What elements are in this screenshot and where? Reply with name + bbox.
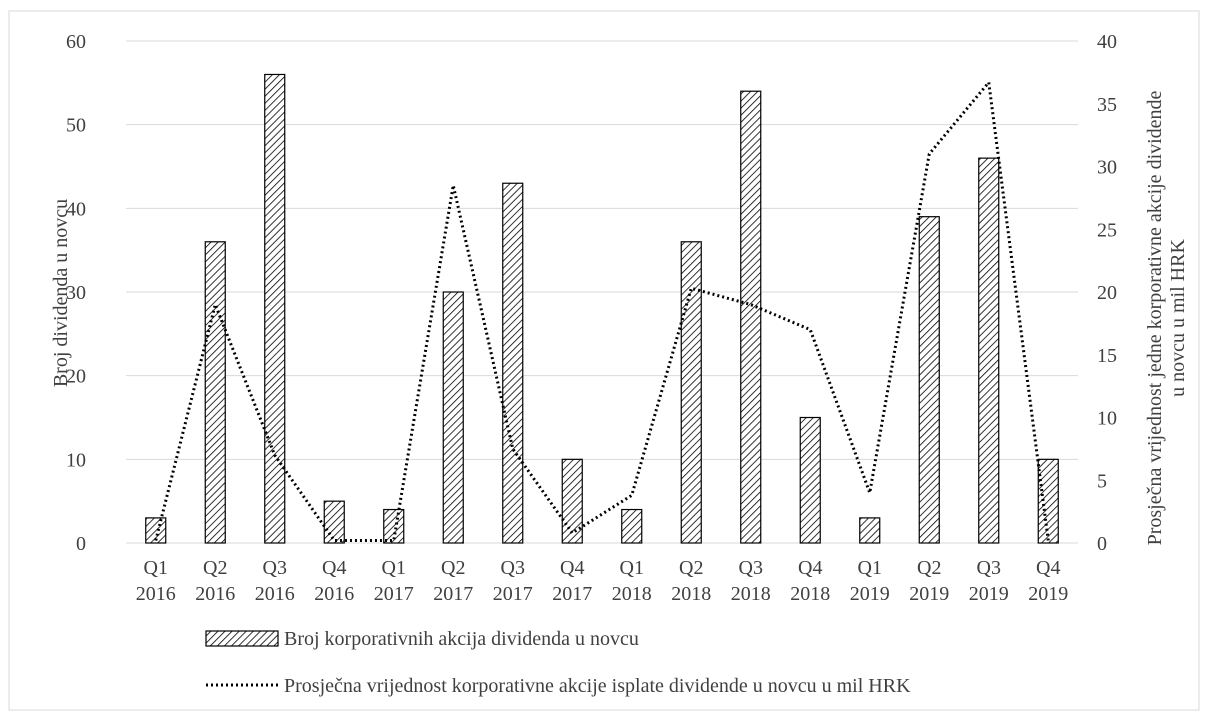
x-tick-label-year: 2017 (433, 583, 473, 605)
bar (860, 518, 880, 543)
y-tick-label-right: 0 (1097, 533, 1107, 555)
x-tick-label-quarter: Q2 (917, 557, 941, 579)
y-tick-label-left: 10 (66, 449, 86, 471)
y-tick-label-right: 35 (1097, 94, 1117, 116)
bar (800, 418, 820, 544)
x-tick-label-year: 2019 (909, 583, 949, 605)
legend-label-bars: Broj korporativnih akcija dividenda u no… (284, 628, 639, 650)
x-tick-label-quarter: Q3 (739, 557, 763, 579)
x-tick-label-year: 2018 (790, 583, 830, 605)
y-tick-label-left: 0 (76, 533, 86, 555)
y-tick-label-right: 15 (1097, 345, 1117, 367)
chart-frame (9, 11, 1199, 710)
bar (265, 74, 285, 543)
x-tick-label-quarter: Q2 (203, 557, 227, 579)
legend-swatch-bars (206, 631, 278, 646)
x-tick-label-quarter: Q4 (798, 557, 822, 579)
x-tick-label-year: 2017 (374, 583, 414, 605)
x-tick-label-quarter: Q1 (382, 557, 406, 579)
x-tick-label-quarter: Q2 (441, 557, 465, 579)
legend-label-line: Prosječna vrijednost korporativne akcije… (284, 675, 911, 697)
x-tick-label-quarter: Q4 (560, 557, 584, 579)
y-axis-title-right-line1: Prosječna vrijednost jedne korporativne … (1144, 90, 1166, 545)
y-axis-title-right-line2: u novcu u mil HRK (1167, 239, 1189, 397)
x-tick-label-quarter: Q4 (1036, 557, 1060, 579)
x-tick-label-quarter: Q1 (620, 557, 644, 579)
y-tick-label-right: 25 (1097, 219, 1117, 241)
x-tick-label-year: 2017 (493, 583, 533, 605)
y-tick-label-left: 60 (66, 31, 86, 53)
y-tick-label-left: 50 (66, 115, 86, 137)
x-tick-label-year: 2018 (731, 583, 771, 605)
x-tick-label-quarter: Q4 (322, 557, 346, 579)
x-tick-label-year: 2016 (255, 583, 295, 605)
bar (622, 510, 642, 543)
x-tick-label-quarter: Q1 (144, 557, 168, 579)
bar (979, 158, 999, 543)
y-axis-title-left: Broj dividenda u novcu (50, 199, 72, 387)
x-tick-label-year: 2018 (612, 583, 652, 605)
x-tick-label-year: 2016 (195, 583, 235, 605)
x-tick-label-year: 2016 (136, 583, 176, 605)
bar (503, 183, 523, 543)
x-tick-label-year: 2017 (552, 583, 592, 605)
x-tick-label-year: 2016 (314, 583, 354, 605)
bar (324, 501, 344, 543)
x-tick-label-quarter: Q3 (263, 557, 287, 579)
bar (205, 242, 225, 543)
x-tick-label-year: 2018 (671, 583, 711, 605)
x-tick-label-year: 2019 (969, 583, 1009, 605)
x-tick-label-year: 2019 (1028, 583, 1068, 605)
y-tick-label-right: 30 (1097, 157, 1117, 179)
bar (681, 242, 701, 543)
x-tick-label-quarter: Q1 (858, 557, 882, 579)
y-tick-label-right: 20 (1097, 282, 1117, 304)
y-tick-label-right: 5 (1097, 470, 1107, 492)
bar (443, 292, 463, 543)
x-tick-label-quarter: Q2 (679, 557, 703, 579)
y-tick-label-right: 10 (1097, 408, 1117, 430)
bar (741, 91, 761, 543)
x-tick-label-year: 2019 (850, 583, 890, 605)
x-tick-label-quarter: Q3 (977, 557, 1001, 579)
bar (919, 217, 939, 543)
x-tick-label-quarter: Q3 (501, 557, 525, 579)
y-tick-label-right: 40 (1097, 31, 1117, 53)
